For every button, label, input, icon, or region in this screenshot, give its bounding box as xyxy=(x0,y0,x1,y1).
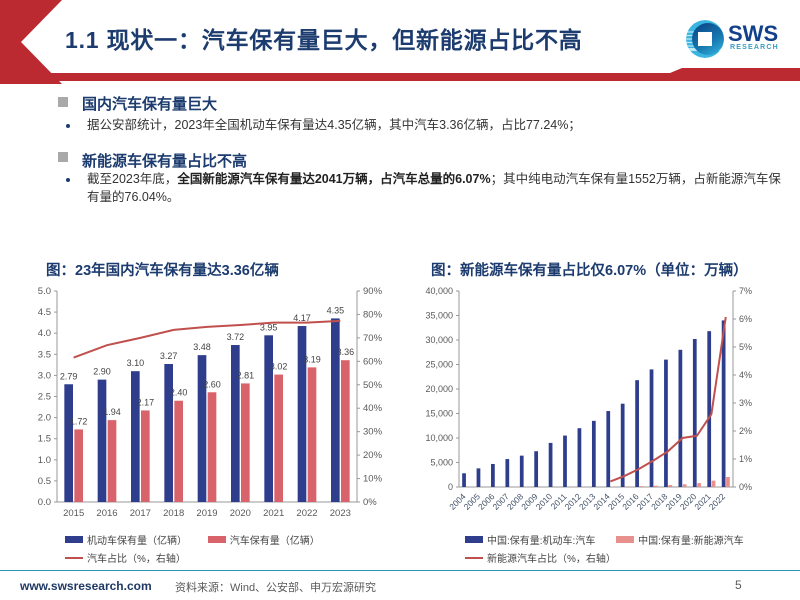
svg-text:1.72: 1.72 xyxy=(70,416,88,426)
svg-text:2.40: 2.40 xyxy=(170,388,188,398)
svg-text:90%: 90% xyxy=(363,286,383,297)
svg-text:5%: 5% xyxy=(739,342,752,352)
svg-text:2.17: 2.17 xyxy=(137,397,155,407)
svg-text:20%: 20% xyxy=(363,450,383,461)
svg-text:4%: 4% xyxy=(739,370,752,380)
svg-text:10,000: 10,000 xyxy=(425,433,453,443)
svg-text:0.0: 0.0 xyxy=(38,497,51,508)
svg-text:2016: 2016 xyxy=(96,508,117,519)
svg-text:3.02: 3.02 xyxy=(270,362,288,372)
svg-text:3.0: 3.0 xyxy=(38,370,51,381)
svg-text:1.0: 1.0 xyxy=(38,455,51,466)
svg-text:10%: 10% xyxy=(363,474,383,485)
svg-text:5.0: 5.0 xyxy=(38,286,51,297)
svg-text:0%: 0% xyxy=(739,482,752,492)
svg-text:2.0: 2.0 xyxy=(38,413,51,424)
svg-text:2.60: 2.60 xyxy=(203,379,221,389)
svg-text:3.19: 3.19 xyxy=(303,354,321,364)
svg-text:50%: 50% xyxy=(363,380,383,391)
svg-text:5,000: 5,000 xyxy=(430,458,453,468)
svg-text:4.35: 4.35 xyxy=(327,305,345,315)
svg-text:35,000: 35,000 xyxy=(425,311,453,321)
svg-text:20,000: 20,000 xyxy=(425,384,453,394)
svg-text:2020: 2020 xyxy=(230,508,251,519)
svg-text:40,000: 40,000 xyxy=(425,286,453,296)
svg-text:2018: 2018 xyxy=(163,508,184,519)
svg-text:25,000: 25,000 xyxy=(425,360,453,370)
svg-text:2%: 2% xyxy=(739,426,752,436)
svg-text:4.17: 4.17 xyxy=(293,313,311,323)
svg-text:2022: 2022 xyxy=(296,508,317,519)
svg-text:80%: 80% xyxy=(363,309,383,320)
svg-text:30%: 30% xyxy=(363,427,383,438)
svg-text:3.48: 3.48 xyxy=(193,342,211,352)
svg-text:2.90: 2.90 xyxy=(93,367,111,377)
svg-text:0.5: 0.5 xyxy=(38,476,51,487)
svg-text:3.36: 3.36 xyxy=(337,347,355,357)
svg-text:2015: 2015 xyxy=(63,508,84,519)
svg-text:2.79: 2.79 xyxy=(60,371,78,381)
svg-text:4.5: 4.5 xyxy=(38,307,51,318)
svg-text:1.94: 1.94 xyxy=(103,407,121,417)
svg-text:2022: 2022 xyxy=(707,491,728,512)
svg-text:2023: 2023 xyxy=(330,508,351,519)
svg-text:4.0: 4.0 xyxy=(38,328,51,339)
svg-text:3.5: 3.5 xyxy=(38,349,51,360)
svg-text:3%: 3% xyxy=(739,398,752,408)
svg-text:3.27: 3.27 xyxy=(160,351,178,361)
svg-text:2017: 2017 xyxy=(130,508,151,519)
svg-text:6%: 6% xyxy=(739,314,752,324)
svg-text:3.10: 3.10 xyxy=(127,358,145,368)
svg-text:2021: 2021 xyxy=(263,508,284,519)
svg-text:2.81: 2.81 xyxy=(237,370,255,380)
svg-text:30,000: 30,000 xyxy=(425,335,453,345)
svg-text:70%: 70% xyxy=(363,333,383,344)
svg-text:1.5: 1.5 xyxy=(38,434,51,445)
svg-text:15,000: 15,000 xyxy=(425,409,453,419)
svg-text:0: 0 xyxy=(448,482,453,492)
svg-text:40%: 40% xyxy=(363,403,383,414)
svg-text:7%: 7% xyxy=(739,286,752,296)
svg-text:3.72: 3.72 xyxy=(227,332,245,342)
svg-text:2019: 2019 xyxy=(196,508,217,519)
svg-text:60%: 60% xyxy=(363,356,383,367)
svg-text:1%: 1% xyxy=(739,454,752,464)
svg-text:2.5: 2.5 xyxy=(38,392,51,403)
svg-text:0%: 0% xyxy=(363,497,377,508)
